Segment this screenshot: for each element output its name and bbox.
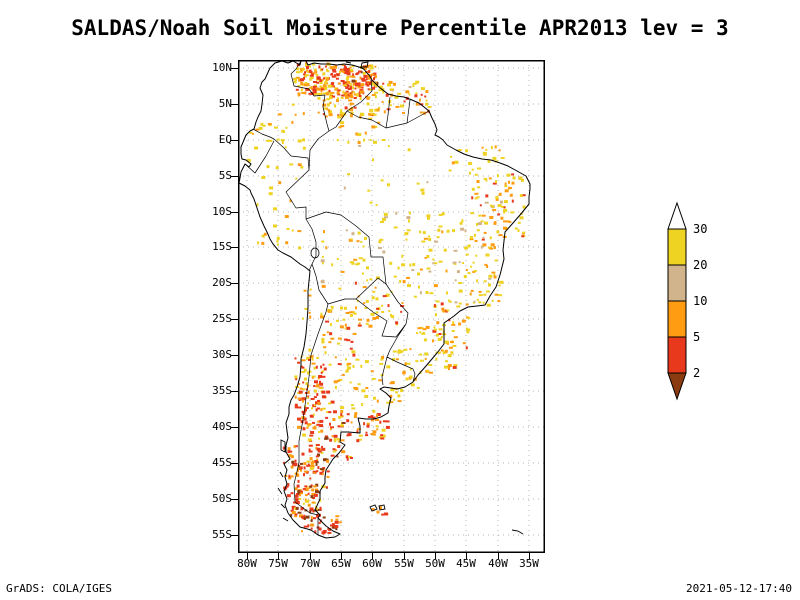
lat-axis-label: 10N xyxy=(212,61,232,74)
lat-axis-label: 5S xyxy=(218,169,232,182)
lon-axis-label: 65W xyxy=(331,557,351,570)
lat-axis-label: 35S xyxy=(212,384,232,397)
coastline-layer xyxy=(238,60,531,539)
lat-axis-label: 5N xyxy=(218,97,232,110)
lat-axis-label: 30S xyxy=(212,348,232,361)
south-america-map xyxy=(238,60,545,553)
lon-tick-mark xyxy=(529,553,530,559)
lon-axis-label: 80W xyxy=(237,557,257,570)
lon-tick-mark xyxy=(341,553,342,559)
timestamp: 2021-05-12-17:40 xyxy=(686,582,792,595)
lon-axis-label: 60W xyxy=(362,557,382,570)
colorbar-arrow-above xyxy=(667,201,687,230)
lat-axis-label: 10S xyxy=(212,205,232,218)
lat-tick-mark xyxy=(231,283,238,284)
lake-titicaca xyxy=(310,247,320,259)
lat-axis-label: 20S xyxy=(212,276,232,289)
lat-axis-label: 25S xyxy=(212,312,232,325)
lon-tick-mark xyxy=(466,553,467,559)
islands xyxy=(277,61,524,535)
lon-axis-label: 50W xyxy=(425,557,445,570)
map-frame xyxy=(238,60,545,553)
lon-tick-mark xyxy=(278,553,279,559)
gridlines xyxy=(238,60,545,553)
colorbar-label: 5 xyxy=(693,330,700,344)
lon-tick-mark xyxy=(372,553,373,559)
soil-moisture-speckle-layer xyxy=(246,62,526,535)
lon-tick-mark xyxy=(310,553,311,559)
lat-axis-label: 50S xyxy=(212,492,232,505)
lat-tick-mark xyxy=(231,319,238,320)
lat-tick-mark xyxy=(231,176,238,177)
lon-tick-mark xyxy=(247,553,248,559)
colorbar-label: 30 xyxy=(693,222,707,236)
lat-tick-mark xyxy=(231,140,238,141)
lon-axis-label: 40W xyxy=(488,557,508,570)
lat-tick-mark xyxy=(231,499,238,500)
lat-tick-mark xyxy=(231,427,238,428)
lon-axis-label: 75W xyxy=(268,557,288,570)
lat-tick-mark xyxy=(231,355,238,356)
lat-tick-mark xyxy=(231,391,238,392)
colorbar-label: 10 xyxy=(693,294,707,308)
colorbar-label: 2 xyxy=(693,366,700,380)
south-america-coastline xyxy=(238,60,531,539)
lat-tick-mark xyxy=(231,212,238,213)
lat-tick-mark xyxy=(231,463,238,464)
colorbar-label: 20 xyxy=(693,258,707,272)
lon-tick-mark xyxy=(498,553,499,559)
lat-axis-label: 15S xyxy=(212,240,232,253)
lat-axis-label: 55S xyxy=(212,528,232,541)
plot-title: SALDAS/Noah Soil Moisture Percentile APR… xyxy=(71,16,729,40)
colorbar-legend: 30 20 10 5 2 xyxy=(666,200,736,406)
colorbar-box xyxy=(667,300,687,338)
lon-axis-label: 70W xyxy=(300,557,320,570)
colorbar-box xyxy=(667,264,687,302)
lat-axis-label: 40S xyxy=(212,420,232,433)
lon-axis-label: 45W xyxy=(456,557,476,570)
colorbar-arrow-below xyxy=(667,372,687,401)
grads-credit: GrADS: COLA/IGES xyxy=(6,582,112,595)
colorbar-box xyxy=(667,336,687,374)
country-borders xyxy=(244,60,430,535)
lat-axis-label: 45S xyxy=(212,456,232,469)
lat-tick-mark xyxy=(231,535,238,536)
lon-axis-label: 55W xyxy=(394,557,414,570)
colorbar-box xyxy=(667,228,687,266)
lon-axis-label: 35W xyxy=(519,557,539,570)
lon-tick-mark xyxy=(404,553,405,559)
lon-tick-mark xyxy=(435,553,436,559)
lat-axis-label: EQ xyxy=(218,133,232,146)
lat-tick-mark xyxy=(231,104,238,105)
lat-tick-mark xyxy=(231,247,238,248)
lat-tick-mark xyxy=(231,68,238,69)
